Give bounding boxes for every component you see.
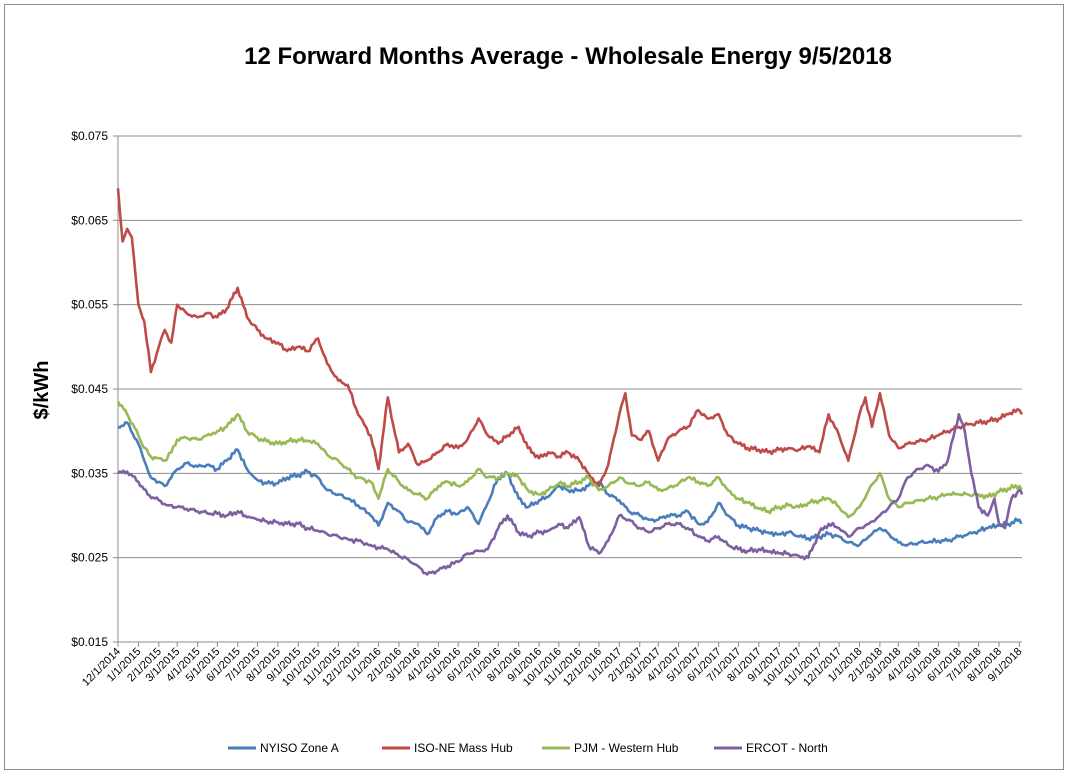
- series-line-nyiso-zone-a: [117, 421, 1023, 548]
- series-line-pjm-western-hub: [116, 401, 1023, 519]
- y-tick-label: $0.025: [71, 551, 108, 565]
- chart-title: 12 Forward Months Average - Wholesale En…: [244, 43, 892, 70]
- legend-label: PJM - Western Hub: [574, 741, 679, 755]
- series-line-ercot-north: [117, 412, 1024, 576]
- y-tick-label: $0.045: [71, 382, 108, 396]
- y-tick-label: $0.035: [71, 466, 108, 480]
- legend: NYISO Zone A ISO-NE Mass Hub PJM - Western…: [228, 741, 828, 755]
- grid-layer: [118, 135, 1022, 643]
- y-tick-label: $0.065: [71, 213, 108, 227]
- y-tick-label: $0.015: [71, 635, 108, 649]
- series-line-iso-ne-mass-hub: [116, 188, 1024, 488]
- y-tick-label: $0.075: [71, 129, 108, 143]
- y-axis-label: $/kWh: [31, 361, 53, 420]
- legend-label: NYISO Zone A: [260, 741, 339, 755]
- y-tick-label: $0.055: [71, 298, 108, 312]
- legend-label: ERCOT - North: [746, 741, 828, 755]
- legend-label: ISO-NE Mass Hub: [414, 741, 513, 755]
- axis-layer: $0.015 $0.025 $0.035 $0.045 $0.055 $0.065 $0.0…: [71, 129, 1024, 689]
- series-layer: [116, 188, 1024, 576]
